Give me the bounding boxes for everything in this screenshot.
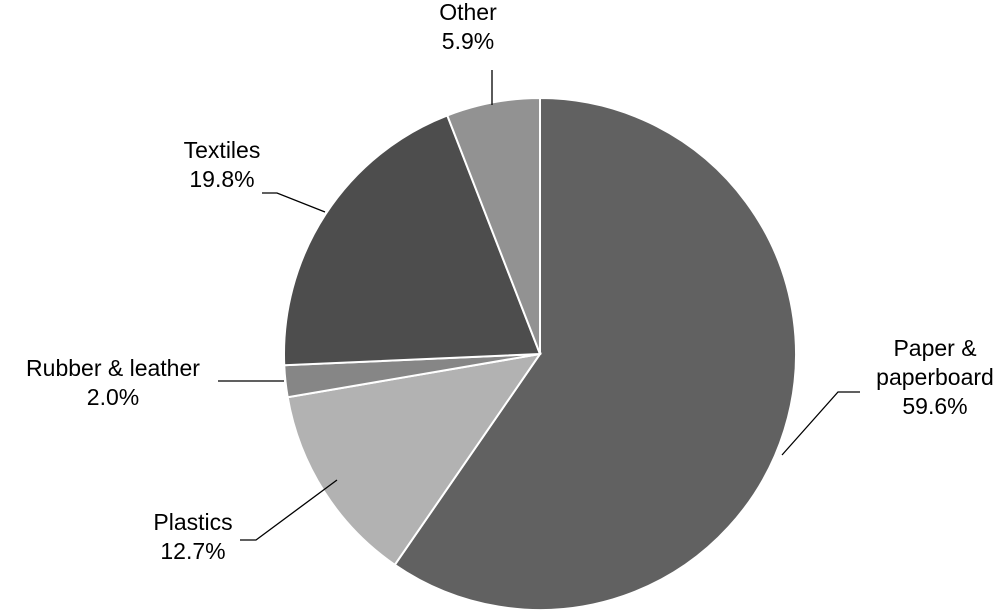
pie-slices [283, 96, 797, 611]
slice-value-label: 59.6% [902, 393, 967, 419]
slice-category-label: Rubber & leather [26, 355, 200, 381]
slice-label: Rubber & leather 2.0% [26, 355, 200, 410]
pie-slice [393, 96, 797, 611]
slice-value-label: 19.8% [189, 166, 254, 192]
slice-label: Textiles 19.8% [184, 137, 261, 192]
slice-category-label: Textiles [184, 137, 261, 163]
slice-label: Paper & paperboard 59.6% [876, 335, 994, 419]
slice-category-label: Paper & [893, 335, 976, 361]
leader-line [781, 391, 860, 456]
slice-category-label: paperboard [876, 364, 994, 390]
slice-value-label: 12.7% [160, 538, 225, 564]
slice-category-label: Other [439, 0, 497, 25]
pie-slice [286, 352, 543, 567]
leader-line [240, 479, 338, 541]
slice-labels: Paper & paperboard 59.6% Plastics 12.7% Rubbe… [26, 0, 994, 564]
slice-label: Plastics 12.7% [153, 509, 232, 564]
slice-value-label: 5.9% [442, 28, 494, 54]
slice-label: Other 5.9% [439, 0, 497, 54]
pie-slice [283, 114, 542, 367]
leader-line [262, 192, 326, 213]
slice-category-label: Plastics [153, 509, 232, 535]
pie-slice [445, 96, 541, 355]
leader-lines [218, 70, 860, 541]
slice-value-label: 2.0% [87, 384, 139, 410]
